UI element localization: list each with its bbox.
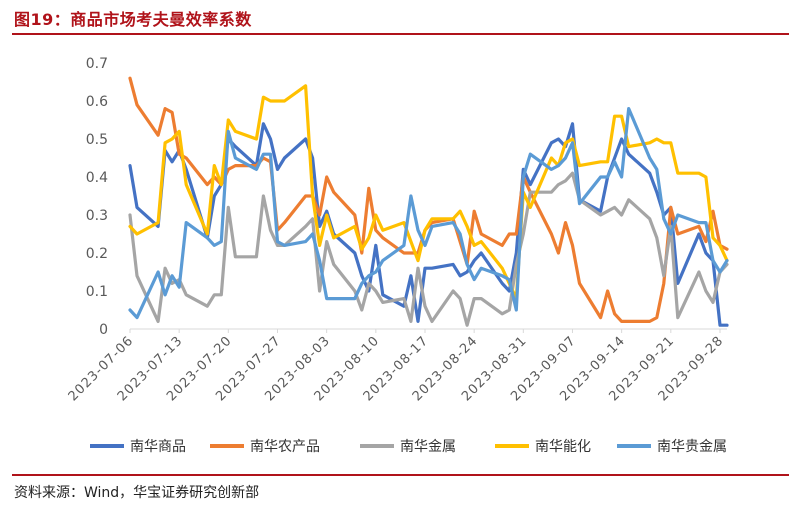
legend-label: 南华商品	[130, 439, 186, 455]
legend-label: 南华金属	[400, 439, 456, 455]
y-tick-label: 0.4	[86, 170, 108, 186]
y-tick-label: 0.5	[86, 132, 108, 148]
series-line-5	[128, 106, 729, 320]
legend-label: 南华贵金属	[657, 439, 727, 455]
legend-label: 南华能化	[535, 439, 591, 455]
y-tick-label: 0.1	[86, 284, 108, 300]
bottom-rule	[12, 474, 789, 476]
y-axis: 0 0.1 0.2 0.3 0.4 0.5 0.6 0.7	[86, 56, 108, 338]
legend: 南华商品 南华农产品 南华金属 南华能化 南华贵金属	[90, 439, 727, 455]
figure-title: 图19：商品市场考夫曼效率系数	[14, 10, 252, 29]
series-line-3	[128, 171, 729, 327]
series-line-2	[128, 76, 729, 323]
top-rule	[12, 33, 789, 35]
source-note: 资料来源：Wind，华宝证券研究创新部	[14, 485, 260, 501]
series-lines	[128, 76, 729, 327]
y-tick-label: 0.2	[86, 246, 108, 262]
line-chart: 0 0.1 0.2 0.3 0.4 0.5 0.6 0.7 2023-07-062023-07…	[66, 56, 729, 455]
y-tick-label: 0.7	[86, 56, 108, 72]
x-axis: 2023-07-062023-07-132023-07-202023-07-27…	[66, 328, 727, 404]
y-tick-label: 0	[99, 322, 108, 338]
series-line-4	[128, 84, 729, 301]
y-tick-label: 0.6	[86, 94, 108, 110]
y-tick-label: 0.3	[86, 208, 108, 224]
legend-label: 南华农产品	[250, 439, 320, 455]
